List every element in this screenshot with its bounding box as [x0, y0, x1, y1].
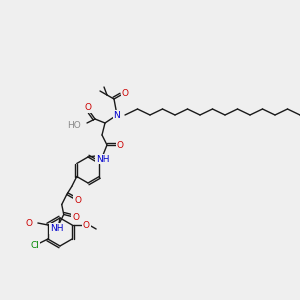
Text: O: O	[72, 213, 79, 222]
Text: NH: NH	[96, 154, 110, 164]
Text: O: O	[85, 103, 92, 112]
Text: O: O	[74, 196, 81, 205]
Text: O: O	[116, 140, 124, 149]
Text: HO: HO	[67, 121, 81, 130]
Text: O: O	[26, 218, 32, 227]
Text: NH: NH	[50, 224, 64, 233]
Text: Cl: Cl	[30, 241, 39, 250]
Text: O: O	[82, 220, 90, 230]
Text: N: N	[114, 110, 120, 119]
Text: O: O	[122, 88, 128, 98]
